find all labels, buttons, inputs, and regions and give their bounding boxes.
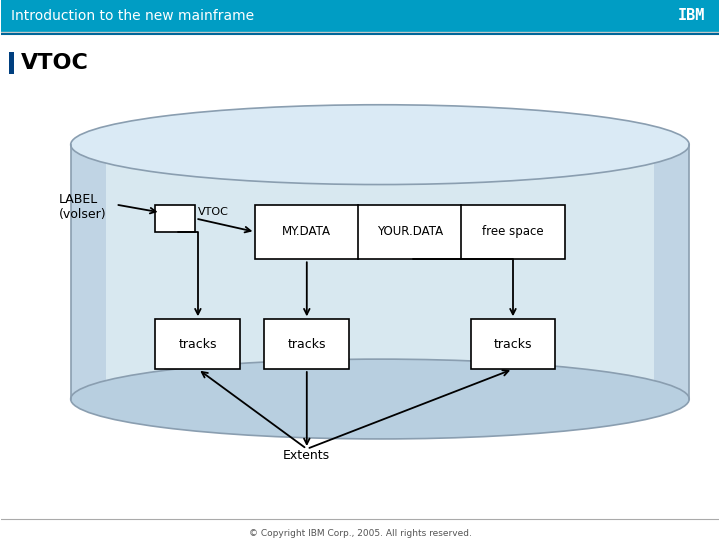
FancyBboxPatch shape [264, 319, 349, 369]
Ellipse shape [71, 105, 689, 185]
Text: tracks: tracks [179, 338, 217, 350]
Text: Introduction to the new mainframe: Introduction to the new mainframe [11, 9, 254, 23]
FancyBboxPatch shape [256, 205, 564, 259]
Text: Extents: Extents [283, 449, 330, 462]
FancyBboxPatch shape [1, 0, 719, 32]
Text: YOUR.DATA: YOUR.DATA [377, 225, 443, 239]
Polygon shape [654, 145, 689, 399]
FancyBboxPatch shape [71, 145, 689, 399]
Ellipse shape [71, 359, 689, 439]
Text: VTOC: VTOC [21, 53, 89, 73]
FancyBboxPatch shape [670, 2, 713, 30]
Text: IBM: IBM [678, 9, 705, 23]
Text: tracks: tracks [287, 338, 326, 350]
Text: LABEL
(volser): LABEL (volser) [59, 193, 107, 220]
Text: © Copyright IBM Corp., 2005. All rights reserved.: © Copyright IBM Corp., 2005. All rights … [248, 529, 472, 538]
FancyBboxPatch shape [156, 205, 195, 232]
Text: VTOC: VTOC [199, 206, 229, 217]
Text: tracks: tracks [494, 338, 532, 350]
FancyBboxPatch shape [156, 319, 240, 369]
Polygon shape [71, 145, 106, 399]
Text: free space: free space [482, 225, 544, 239]
Text: MY.DATA: MY.DATA [282, 225, 331, 239]
FancyBboxPatch shape [471, 319, 555, 369]
FancyBboxPatch shape [9, 52, 14, 74]
